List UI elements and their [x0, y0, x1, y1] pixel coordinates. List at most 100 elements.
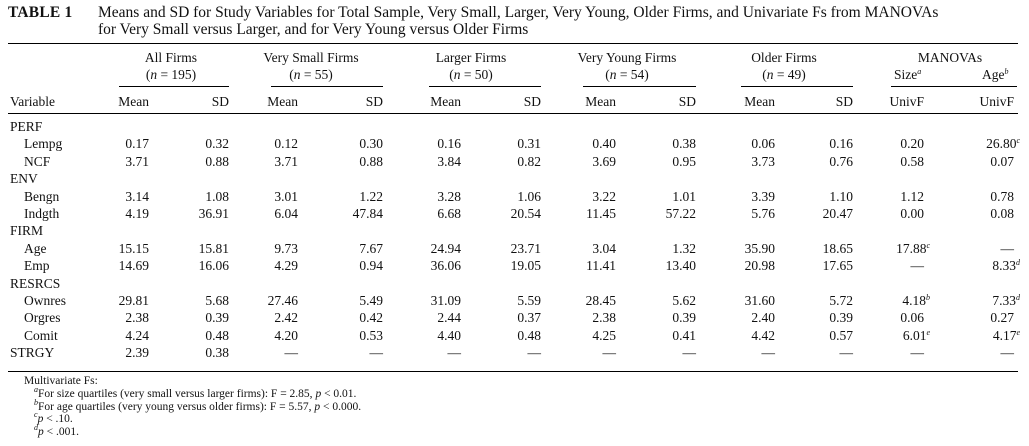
- table-cell: 3.28: [437, 188, 461, 204]
- table-cell-age-univf: 0.08: [990, 206, 1014, 221]
- bottom-rule: [8, 370, 1018, 372]
- mean-column-header: Mean: [744, 94, 775, 109]
- sd-column-header: SD: [835, 94, 853, 109]
- table-cell: 36.06: [430, 258, 461, 274]
- table-cell: 31.09: [430, 293, 461, 308]
- table-cell: 0.30: [359, 136, 383, 152]
- row-variable-label: Age: [24, 240, 47, 256]
- table-cell: 0.76: [829, 153, 853, 169]
- row-variable-label: NCF: [24, 153, 51, 169]
- section-label: RESRCS: [10, 275, 61, 291]
- table-cell: 4.40: [437, 327, 461, 343]
- table-cell: 2.42: [274, 310, 298, 326]
- table-cell: 0.16: [829, 136, 853, 152]
- table-cell: 0.37: [517, 310, 541, 326]
- table-cell: 1.22: [359, 188, 383, 204]
- header-rule: [8, 113, 1018, 114]
- table-cell: 0.42: [359, 310, 383, 326]
- table-cell: 0.38: [672, 136, 696, 152]
- manova-underline: [891, 86, 1017, 87]
- table-cell: 4.19: [125, 206, 149, 221]
- table-cell: 1.01: [672, 188, 696, 204]
- table-cell: 2.40: [751, 310, 775, 326]
- table-cell: 20.47: [822, 206, 853, 221]
- table-cell: 3.73: [751, 153, 775, 169]
- mean-column-header: Mean: [430, 94, 461, 109]
- table-cell: 0.38: [205, 345, 229, 361]
- table-cell: 29.81: [118, 293, 149, 308]
- table-cell: 0.17: [125, 136, 149, 152]
- table-cell: 0.32: [205, 136, 229, 152]
- table-cell: 2.38: [125, 310, 149, 326]
- table-cell: 47.84: [352, 206, 383, 221]
- notes-title: Multivariate Fs:: [24, 375, 98, 387]
- table-cell: 24.94: [430, 240, 461, 256]
- table-title-line-2: for Very Small versus Larger, and for Ve…: [98, 21, 529, 38]
- table-cell: 36.91: [198, 206, 229, 221]
- table-cell: 35.90: [744, 240, 775, 256]
- univf-age-header: UnivF: [979, 94, 1014, 109]
- table-cell: 0.57: [829, 327, 853, 343]
- mean-column-header: Mean: [585, 94, 616, 109]
- univf-size-header: UnivF: [889, 94, 924, 109]
- table-cell: —: [527, 345, 542, 361]
- group-header-3: Larger Firms: [435, 50, 507, 65]
- table-cell-age-univf: 0.27: [990, 310, 1014, 326]
- table-cell: 1.08: [205, 188, 229, 204]
- section-label: ENV: [10, 171, 38, 187]
- table-cell-age-univf: 8.33d: [992, 258, 1020, 274]
- section-label: STRGY: [10, 345, 55, 361]
- variable-column-header: Variable: [10, 94, 55, 109]
- table-cell: 0.48: [517, 327, 541, 343]
- group-n-1: (n = 195): [145, 67, 197, 82]
- table-cell: 18.65: [822, 240, 853, 256]
- table-cell: 0.39: [829, 310, 853, 326]
- manova-size-header: Sizea: [894, 67, 922, 82]
- table-cell: —: [447, 345, 462, 361]
- table-cell: 2.38: [592, 310, 616, 326]
- row-variable-label: Ownres: [24, 293, 66, 308]
- table-cell: 1.10: [829, 188, 853, 204]
- top-rule: [8, 43, 1018, 44]
- table-cell: 20.98: [744, 258, 775, 274]
- group-header-5: Older Firms: [751, 50, 817, 65]
- table-cell: 0.95: [672, 153, 696, 169]
- table-cell: —: [284, 345, 299, 361]
- footnote-b: bFor age quartiles (very young versus ol…: [34, 397, 362, 413]
- table-cell: 1.32: [672, 240, 696, 256]
- group-underline: [741, 86, 853, 87]
- table-cell: —: [839, 345, 854, 361]
- row-variable-label: Orgres: [24, 310, 61, 326]
- group-header-2: Very Small Firms: [263, 50, 359, 65]
- table-cell: 17.65: [822, 258, 853, 274]
- group-underline: [271, 86, 383, 87]
- table-cell: 23.71: [510, 240, 541, 256]
- table-cell: 11.41: [586, 258, 616, 274]
- table-cell-age-univf: 0.78: [990, 188, 1014, 204]
- manova-header: MANOVAs: [917, 50, 983, 65]
- group-n-3: (n = 50): [449, 67, 493, 82]
- table-cell: 19.05: [510, 258, 541, 274]
- group-n-5: (n = 49): [762, 67, 806, 82]
- footnote-c: cp < .10.: [34, 410, 73, 426]
- table-cell: 3.71: [274, 153, 298, 169]
- table-cell: —: [369, 345, 384, 361]
- table-cell-age-univf: 0.07: [990, 153, 1014, 169]
- table-cell: 4.24: [125, 327, 149, 343]
- table-cell-size-univf: —: [910, 345, 925, 361]
- table-cell: 5.62: [672, 293, 696, 308]
- table-cell: 1.06: [517, 188, 541, 204]
- table-cell: 28.45: [585, 293, 616, 308]
- table-cell: 7.67: [359, 240, 383, 256]
- table-cell: 0.31: [517, 136, 541, 152]
- table-cell: 0.88: [359, 153, 383, 169]
- group-underline: [429, 86, 541, 87]
- sd-column-header: SD: [211, 94, 229, 109]
- table-cell: 5.68: [205, 293, 229, 308]
- table-cell: 0.53: [359, 327, 383, 343]
- table-title: Means and SD for Study Variables for Tot…: [98, 4, 1028, 38]
- table-cell: 0.06: [751, 136, 775, 152]
- table-cell: 4.20: [274, 327, 298, 343]
- table-cell: 3.04: [592, 240, 616, 256]
- table-cell: 15.81: [198, 240, 229, 256]
